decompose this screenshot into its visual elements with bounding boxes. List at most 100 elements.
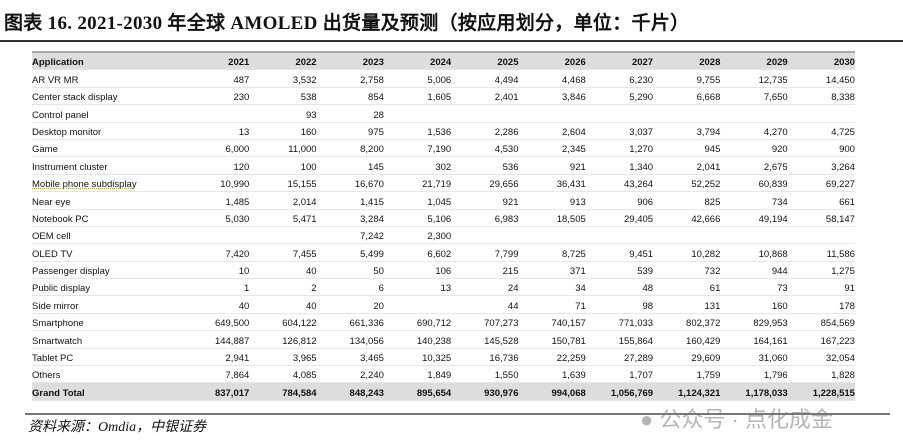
table-cell [383,295,452,314]
table-cell: 1,759 [653,365,721,384]
table-cell: 36,431 [518,174,586,193]
row-label: Notebook PC [32,209,182,227]
table-cell: 1,639 [518,365,586,384]
table-cell [585,104,654,123]
table-row: Public display 1 2 6 13 24 34 48 61 73 91 [32,278,855,297]
table-cell: 52,252 [653,174,721,193]
table-cell: 2,300 [383,226,452,245]
table-cell: 1,270 [585,139,654,158]
table-cell: 1,536 [383,122,452,140]
table-cell: 536 [451,156,519,175]
table-bottom-divider [25,413,890,415]
table-cell [182,226,250,245]
table-cell: 10,282 [653,243,721,262]
table-cell: 40 [182,295,250,314]
table-cell: 5,030 [182,209,250,227]
table-cell: 734 [720,191,788,210]
table-cell [383,104,452,123]
table-row: Desktop monitor 13 160 975 1,536 2,286 2,604 3,… [32,122,855,140]
column-header: 2023 [316,52,384,71]
table-cell: 7,864 [182,365,250,384]
table-cell: 371 [518,261,586,280]
table-cell: 3,037 [585,122,654,140]
table-cell: 825 [653,191,721,210]
column-header: 2022 [249,52,317,71]
table-cell: 120 [182,156,250,175]
table-cell [720,226,788,245]
table-cell: 661,336 [316,313,384,332]
table-cell: 4,530 [451,139,519,158]
table-cell: 740,157 [518,313,586,332]
row-label: Tablet PC [32,348,182,367]
table-cell: 1,415 [316,191,384,210]
table-cell: 27,289 [585,348,654,367]
column-header: 2029 [720,52,788,71]
table-cell: 7,190 [383,139,452,158]
table-cell: 71 [518,295,586,314]
table-cell [720,104,788,123]
row-label: Control panel [32,104,182,123]
table-cell: 1,485 [182,191,250,210]
table-cell: 1,828 [787,365,855,384]
table-cell: 100 [249,156,317,175]
table-cell [787,104,855,123]
table-cell: 1,045 [383,191,452,210]
row-label: Smartwatch [32,330,182,349]
table-cell: 6,983 [451,209,519,227]
table-cell: 802,372 [653,313,721,332]
table-row: Tablet PC 2,941 3,965 3,465 10,325 16,736 22,2… [32,348,855,367]
table-cell: 69,227 [787,174,855,193]
table-cell: 4,725 [787,122,855,140]
table-cell: 50 [316,261,384,280]
table-cell: 771,033 [585,313,654,332]
table-cell: 34 [518,278,586,297]
table-cell: 6,668 [653,87,721,106]
table-cell: 900 [787,139,855,158]
table-cell: 649,500 [182,313,250,332]
title-divider [0,40,903,42]
table-cell: 10,990 [182,174,250,193]
table-cell: 1,550 [451,365,519,384]
table-cell [653,226,721,245]
table-row: Side mirror 40 40 20 44 71 98 131 160 178 [32,295,855,314]
row-label: Passenger display [32,261,182,280]
table-cell: 2 [249,278,317,297]
table-cell: 994,068 [518,382,586,401]
table-cell: 921 [451,191,519,210]
row-label: Smartphone [32,313,182,332]
row-label: Others [32,365,182,384]
table-cell: 1,707 [585,365,654,384]
table-cell: 8,338 [787,87,855,106]
table-cell: 2,240 [316,365,384,384]
table-cell: 150,781 [518,330,586,349]
table-cell: 4,270 [720,122,788,140]
table-cell: 1,605 [383,87,452,106]
row-label: AR VR MR [32,69,182,88]
column-header: 2028 [653,52,721,71]
row-label: Grand Total [32,382,182,401]
table-cell: 913 [518,191,586,210]
row-label: Near eye [32,191,182,210]
table-cell: 5,499 [316,243,384,262]
table-cell: 40 [249,295,317,314]
amoled-shipment-table: Application 2021 2022 2023 2024 2025 2026 2027 2… [32,51,855,401]
table-cell: 3,794 [653,122,721,140]
table-cell: 11,586 [787,243,855,262]
table-row: OLED TV 7,420 7,455 5,499 6,602 7,799 8,725 9,4… [32,243,855,262]
table-cell: 538 [249,87,317,106]
table-cell: 4,085 [249,365,317,384]
table-row: AR VR MR 487 3,532 2,758 5,006 4,494 4,468 6,23… [32,69,855,88]
table-cell: 167,223 [787,330,855,349]
table-cell: 40 [249,261,317,280]
table-cell [518,226,586,245]
table-cell: 1,796 [720,365,788,384]
table-cell: 1,124,321 [653,382,721,401]
column-header: 2025 [451,52,519,71]
table-cell [585,226,654,245]
table-cell [249,226,317,245]
table-cell: 4,468 [518,69,586,88]
table-cell: 7,650 [720,87,788,106]
table-cell: 690,712 [383,313,452,332]
table-row: Smartphone 649,500 604,122 661,336 690,712 70… [32,313,855,332]
source-note: 资料来源：Omdia，中银证券 [28,420,207,435]
